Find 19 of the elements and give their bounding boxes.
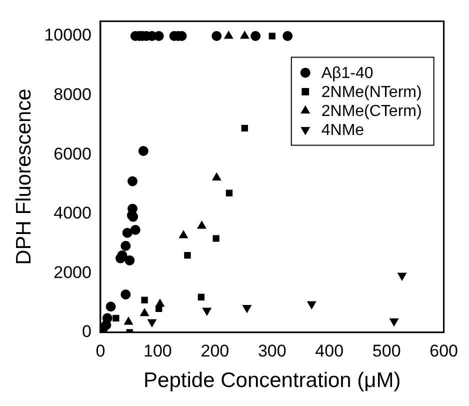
legend-label: 2NMe(CTerm) — [321, 103, 422, 120]
y-tick-label: 0 — [82, 322, 92, 342]
x-tick-label: 100 — [144, 341, 172, 360]
x-tick-label: 0 — [96, 341, 106, 360]
y-axis-title: DPH Fluorescence — [12, 88, 36, 265]
x-tick-label: 500 — [372, 341, 401, 360]
y-tick-label: 2000 — [54, 262, 92, 282]
y-tick-label: 10000 — [44, 26, 92, 45]
legend-label: 2NMe(NTerm) — [321, 84, 422, 102]
x-tick-label: 200 — [200, 341, 230, 360]
y-tick-label: 6000 — [54, 144, 92, 164]
x-tick-label: 400 — [315, 341, 344, 360]
x-axis-title: Peptide Concentration (μM) — [144, 369, 401, 392]
x-tick-label: 300 — [258, 341, 286, 360]
legend-label: Aβ1-40 — [321, 65, 374, 82]
legend-label: 4NMe — [321, 122, 364, 140]
y-tick-label: 8000 — [54, 84, 92, 104]
x-tick-label: 600 — [430, 341, 458, 360]
y-tick-label: 4000 — [54, 204, 92, 223]
